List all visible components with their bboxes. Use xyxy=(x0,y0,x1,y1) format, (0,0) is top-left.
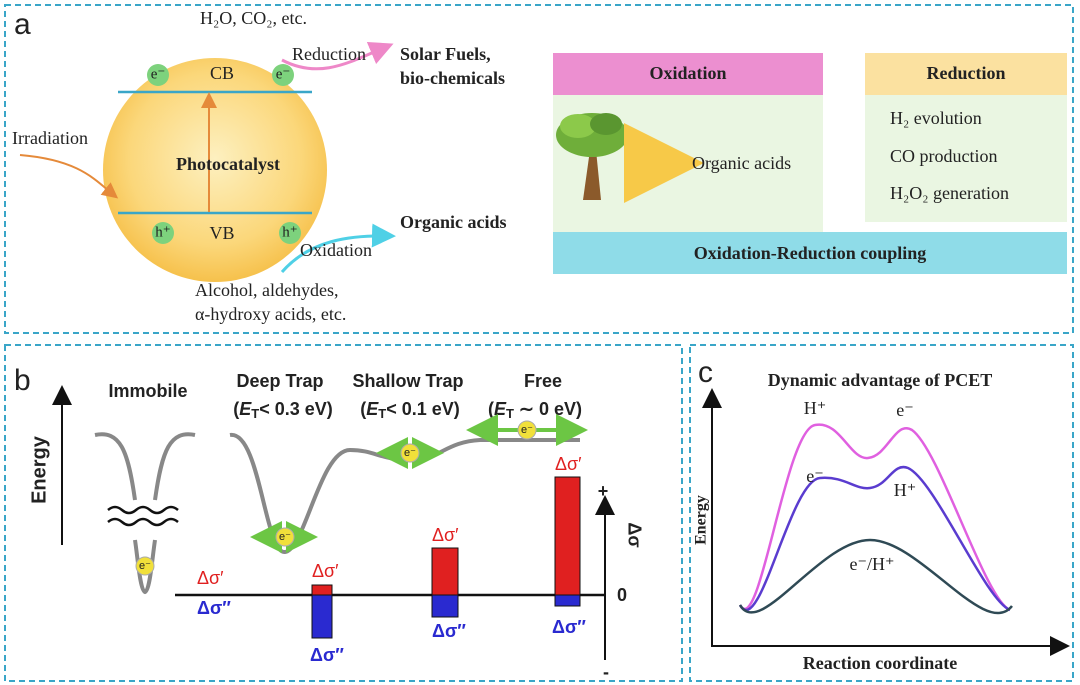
state-name: Deep Trap xyxy=(236,371,323,391)
reduction-cell xyxy=(865,95,1067,222)
real-label: Δσ′ xyxy=(432,525,459,545)
electron xyxy=(272,64,294,86)
hole-label: h⁺ xyxy=(155,224,170,240)
electron-label: e⁻ xyxy=(276,66,291,82)
table-item: Organic acids xyxy=(692,153,791,173)
electron xyxy=(147,64,169,86)
barrier-waves xyxy=(107,505,179,527)
state-energy: (ET< 0.3 eV) xyxy=(233,399,333,422)
cb-label: CB xyxy=(210,63,234,83)
electron xyxy=(275,527,295,547)
irradiation-label: Irradiation xyxy=(12,128,88,148)
panel-frame xyxy=(4,344,683,682)
zero-label: 0 xyxy=(617,585,627,605)
state-name: Free xyxy=(524,371,562,391)
energy-curve xyxy=(738,538,1013,615)
electron-label: e⁻ xyxy=(279,531,291,543)
hole-label: h⁺ xyxy=(282,224,297,240)
imag-bar xyxy=(431,594,459,618)
panel-label: c xyxy=(698,356,713,389)
real-bar xyxy=(311,584,333,596)
real-bar xyxy=(431,547,459,596)
axis-label: Energy xyxy=(693,495,710,545)
imag-label: Δσ″ xyxy=(197,598,231,618)
panel-frame xyxy=(689,344,1074,682)
electron xyxy=(135,556,155,576)
species-label: e⁻ xyxy=(806,466,824,486)
imag-label: Δσ″ xyxy=(310,645,344,665)
irradiation-arrow xyxy=(19,154,119,199)
state-energy: (ET< 0.1 eV) xyxy=(360,399,460,422)
species-label: H⁺ xyxy=(804,398,827,418)
species-label: H⁺ xyxy=(894,480,917,500)
sign-label: + xyxy=(598,481,609,501)
energy-curve xyxy=(738,465,1011,612)
axis-label: Δσ xyxy=(624,522,644,547)
table-item: CO production xyxy=(890,146,998,166)
inputs-bottom: α-hydroxy acids, etc. xyxy=(195,304,346,324)
inputs-top: H₂O, CO₂, etc. xyxy=(200,8,307,28)
electron-label: e⁻ xyxy=(521,424,533,436)
panel-label: b xyxy=(14,364,31,397)
imag-label: Δσ″ xyxy=(432,621,466,641)
table-header: Oxidation xyxy=(649,63,726,83)
state-name: Shallow Trap xyxy=(352,371,463,391)
vb-label: VB xyxy=(209,223,234,243)
state-energy: (ET ∼ 0 eV) xyxy=(488,399,582,422)
electron xyxy=(400,443,420,463)
oxidation-arrow xyxy=(280,223,396,273)
state-name: Immobile xyxy=(108,381,187,401)
panel-frame xyxy=(4,4,1074,334)
potential-curve xyxy=(94,432,196,595)
imag-label: Δσ″ xyxy=(552,617,586,637)
reduction-header xyxy=(865,53,1067,95)
imag-bar xyxy=(311,594,333,639)
axis-label: Energy xyxy=(28,435,50,504)
species-label: e⁻/H⁺ xyxy=(850,554,895,574)
table-item: H₂ evolution xyxy=(890,108,982,128)
panel-title: Dynamic advantage of PCET xyxy=(768,370,993,390)
product-top: Solar Fuels, xyxy=(400,44,491,64)
hole xyxy=(279,222,301,244)
reduction-label: Reduction xyxy=(292,44,366,64)
table-item: H₂O₂ generation xyxy=(890,183,1009,203)
hole xyxy=(152,222,174,244)
product-bottom: Organic acids xyxy=(400,212,507,232)
electron xyxy=(517,420,537,440)
table-header: Reduction xyxy=(926,63,1005,83)
inputs-bottom: Alcohol, aldehydes, xyxy=(195,280,338,300)
imag-bar xyxy=(554,594,581,607)
electron-label: e⁻ xyxy=(151,66,166,82)
oxidation-label: Oxidation xyxy=(300,240,372,260)
axis-label: Reaction coordinate xyxy=(803,653,957,673)
electron-label: e⁻ xyxy=(404,447,416,459)
reduction-arrow xyxy=(281,41,394,71)
real-bar xyxy=(554,476,581,596)
photocatalyst-label: Photocatalyst xyxy=(176,154,280,174)
coupling-band xyxy=(553,232,1067,274)
species-label: e⁻ xyxy=(896,400,914,420)
panel-label: a xyxy=(14,8,31,41)
oxidation-header xyxy=(553,53,823,95)
electron-label: e⁻ xyxy=(139,560,151,572)
tree-icon xyxy=(556,113,628,200)
product-top: bio-chemicals xyxy=(400,68,505,88)
real-label: Δσ′ xyxy=(555,454,582,474)
real-label: Δσ′ xyxy=(312,561,339,581)
energy-curve xyxy=(738,423,1011,612)
sign-label: - xyxy=(603,662,609,682)
table-footer: Oxidation-Reduction coupling xyxy=(694,243,927,263)
real-label: Δσ′ xyxy=(197,568,224,588)
